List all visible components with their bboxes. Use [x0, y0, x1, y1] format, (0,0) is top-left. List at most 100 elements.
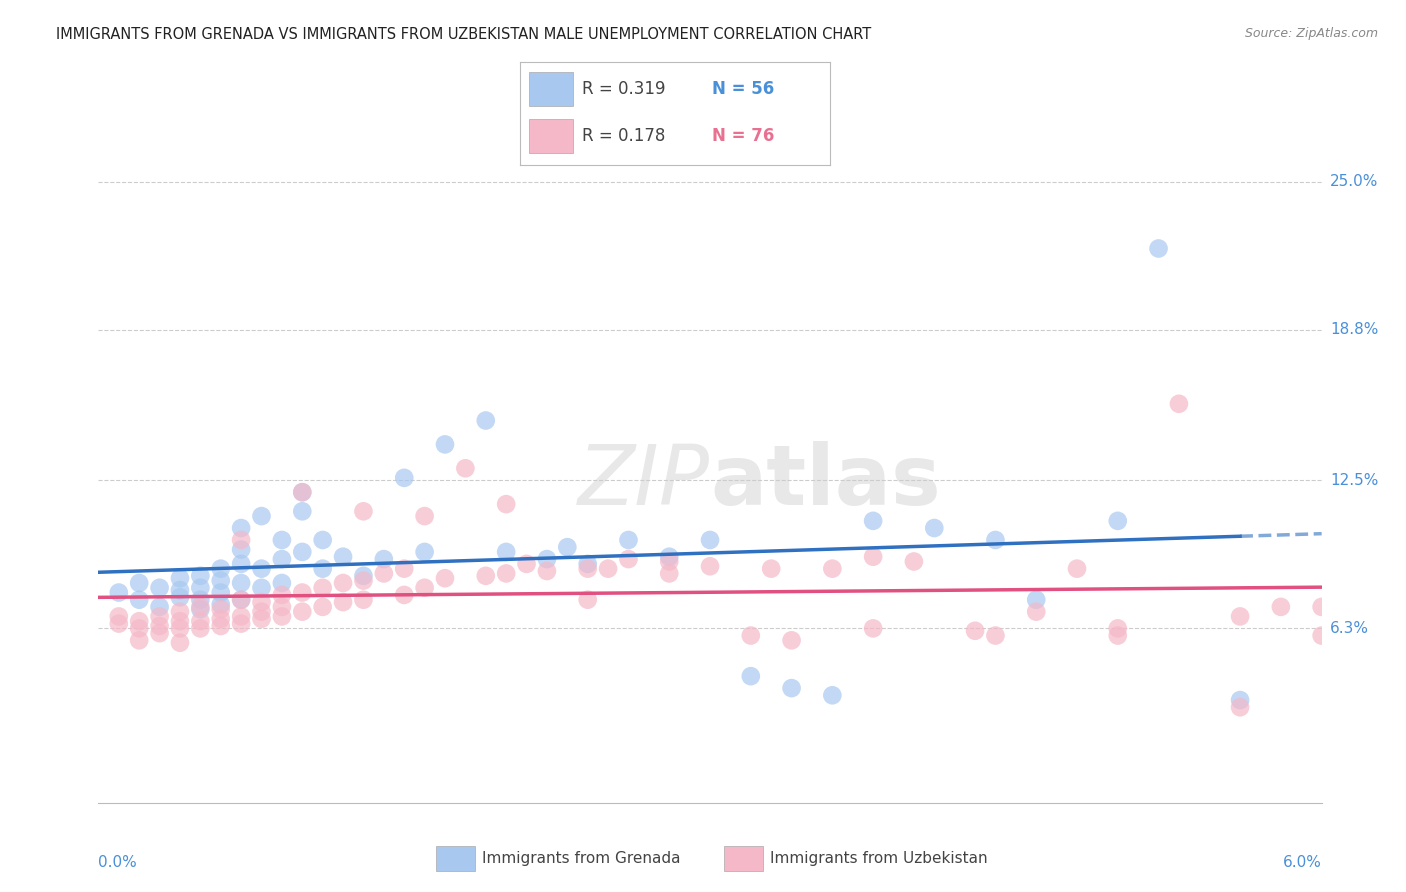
- Point: [780, 633, 803, 648]
- Point: [352, 592, 374, 607]
- Point: [188, 581, 212, 595]
- Point: [169, 636, 191, 650]
- Point: [149, 581, 172, 595]
- Text: Immigrants from Uzbekistan: Immigrants from Uzbekistan: [770, 851, 987, 866]
- Point: [250, 612, 273, 626]
- Point: [576, 562, 599, 576]
- Point: [598, 562, 620, 576]
- Point: [231, 542, 253, 557]
- Bar: [530, 119, 572, 153]
- Point: [169, 591, 191, 605]
- Point: [332, 549, 354, 564]
- Point: [392, 588, 416, 602]
- Point: [231, 592, 253, 607]
- Point: [291, 585, 314, 599]
- Text: 18.8%: 18.8%: [1330, 322, 1378, 337]
- Point: [332, 595, 354, 609]
- Point: [658, 549, 681, 564]
- Point: [433, 571, 456, 585]
- Text: R = 0.178: R = 0.178: [582, 127, 665, 145]
- Point: [270, 599, 292, 614]
- Point: [188, 614, 212, 628]
- Point: [699, 533, 721, 547]
- Point: [1107, 628, 1129, 642]
- Text: 0.0%: 0.0%: [98, 855, 138, 871]
- Text: 6.0%: 6.0%: [1282, 855, 1322, 871]
- Point: [740, 669, 762, 683]
- Text: Source: ZipAtlas.com: Source: ZipAtlas.com: [1244, 27, 1378, 40]
- Point: [1066, 562, 1088, 576]
- Point: [209, 574, 232, 588]
- Point: [740, 628, 762, 642]
- Point: [1310, 599, 1333, 614]
- Point: [291, 485, 314, 500]
- Point: [536, 564, 558, 578]
- Point: [1107, 621, 1129, 635]
- Point: [250, 595, 273, 609]
- Point: [474, 569, 498, 583]
- Bar: [436, 847, 475, 871]
- Point: [576, 592, 599, 607]
- Point: [128, 592, 150, 607]
- Point: [963, 624, 986, 638]
- Point: [617, 552, 640, 566]
- Point: [1167, 397, 1189, 411]
- Point: [413, 581, 436, 595]
- Point: [821, 562, 844, 576]
- Point: [231, 521, 253, 535]
- Point: [231, 592, 253, 607]
- Point: [169, 605, 191, 619]
- Point: [250, 509, 273, 524]
- Point: [1310, 628, 1333, 642]
- Point: [209, 562, 232, 576]
- Point: [862, 549, 884, 564]
- Point: [454, 461, 477, 475]
- Point: [699, 559, 721, 574]
- Point: [231, 533, 253, 547]
- Point: [231, 576, 253, 591]
- Point: [291, 485, 314, 500]
- Point: [1025, 605, 1047, 619]
- Point: [1229, 700, 1251, 714]
- Point: [108, 609, 131, 624]
- Text: ZIP: ZIP: [578, 442, 710, 522]
- Text: 25.0%: 25.0%: [1330, 174, 1378, 189]
- Point: [352, 574, 374, 588]
- Point: [1229, 693, 1251, 707]
- Point: [352, 569, 374, 583]
- Point: [311, 533, 335, 547]
- Point: [576, 557, 599, 571]
- Point: [231, 557, 253, 571]
- Point: [250, 562, 273, 576]
- Point: [373, 566, 395, 581]
- Bar: [724, 847, 763, 871]
- Point: [188, 599, 212, 614]
- Point: [188, 602, 212, 616]
- Text: atlas: atlas: [710, 442, 941, 522]
- Point: [311, 562, 335, 576]
- Point: [108, 585, 131, 599]
- Point: [128, 621, 150, 635]
- Point: [658, 554, 681, 568]
- Text: 6.3%: 6.3%: [1330, 621, 1369, 636]
- Point: [209, 612, 232, 626]
- Point: [1107, 514, 1129, 528]
- Text: R = 0.319: R = 0.319: [582, 79, 665, 97]
- Text: IMMIGRANTS FROM GRENADA VS IMMIGRANTS FROM UZBEKISTAN MALE UNEMPLOYMENT CORRELAT: IMMIGRANTS FROM GRENADA VS IMMIGRANTS FR…: [56, 27, 872, 42]
- Text: N = 56: N = 56: [711, 79, 775, 97]
- Point: [311, 581, 335, 595]
- Point: [128, 614, 150, 628]
- Point: [413, 509, 436, 524]
- Point: [332, 576, 354, 591]
- Point: [188, 569, 212, 583]
- Point: [922, 521, 945, 535]
- Point: [188, 621, 212, 635]
- Point: [149, 599, 172, 614]
- Point: [1229, 609, 1251, 624]
- Point: [392, 471, 416, 485]
- Point: [984, 533, 1007, 547]
- Point: [270, 552, 292, 566]
- Text: Immigrants from Grenada: Immigrants from Grenada: [481, 851, 681, 866]
- Point: [780, 681, 803, 695]
- Point: [250, 581, 273, 595]
